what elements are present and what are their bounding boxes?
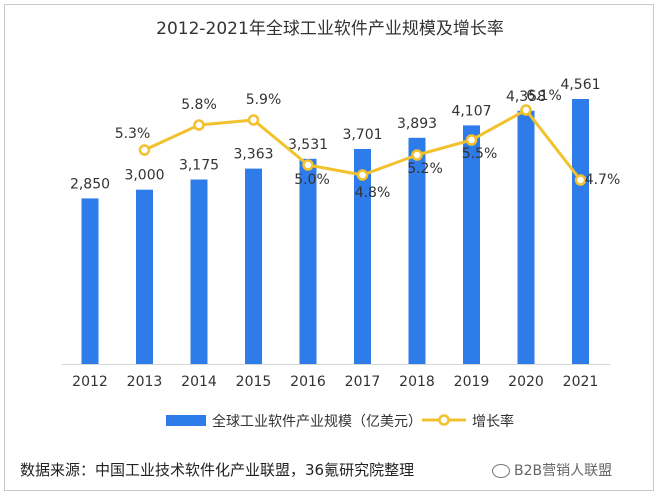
- x-tick-2021: 2021: [563, 374, 599, 390]
- growth-label-2017: 4.8%: [355, 185, 391, 201]
- wechat-icon: [492, 464, 510, 478]
- growth-label-2013: 5.3%: [115, 126, 151, 142]
- x-tick-2015: 2015: [236, 374, 272, 390]
- chart-title: 2012-2021年全球工业软件产业规模及增长率: [156, 19, 504, 39]
- growth-point-2014: [193, 119, 205, 131]
- growth-label-2016: 5.0%: [294, 172, 330, 188]
- chart-frame: [4, 4, 654, 491]
- bar-label-2021: 4,561: [560, 77, 600, 93]
- legend-label-line: 增长率: [472, 413, 514, 430]
- source-note: 数据来源：中国工业技术软件化产业联盟，36氪研究院整理: [20, 461, 415, 479]
- bar-label-2014: 3,175: [179, 158, 219, 174]
- bar-2015: [245, 168, 262, 364]
- x-tick-2013: 2013: [127, 374, 163, 390]
- bar-2012: [81, 198, 99, 364]
- growth-point-2018: [411, 149, 423, 161]
- growth-label-2018: 5.2%: [407, 161, 443, 177]
- growth-point-2021: [574, 174, 587, 186]
- growth-point-2013: [138, 144, 151, 156]
- x-tick-2014: 2014: [181, 374, 217, 390]
- legend-swatch-bars: [166, 415, 206, 426]
- x-tick-2017: 2017: [345, 374, 381, 390]
- bar-label-2018: 3,893: [397, 116, 437, 132]
- growth-label-2020: 6.1%: [526, 88, 562, 104]
- x-tick-2018: 2018: [399, 374, 435, 390]
- bar-2017: [354, 148, 371, 364]
- bar-label-2017: 3,701: [342, 127, 382, 143]
- bar-2020: [517, 110, 535, 365]
- x-tick-2020: 2020: [508, 374, 544, 390]
- bar-2014: [190, 179, 208, 364]
- bar-2016: [299, 158, 317, 364]
- growth-point-2020: [520, 104, 532, 116]
- bar-2018: [408, 137, 426, 364]
- growth-label-2021: 4.7%: [585, 172, 621, 188]
- growth-label-2014: 5.8%: [181, 97, 217, 113]
- bar-2019: [463, 125, 480, 364]
- x-tick-2012: 2012: [72, 374, 108, 390]
- growth-point-2015: [247, 114, 260, 126]
- bar-label-2012: 2,850: [70, 176, 110, 192]
- bar-label-2016: 3,531: [288, 137, 328, 153]
- growth-point-2016: [302, 159, 314, 171]
- bar-label-2013: 3,000: [124, 168, 164, 184]
- bar-label-2020: 4,358: [506, 89, 546, 105]
- x-tick-2019: 2019: [454, 374, 490, 390]
- growth-point-2017: [356, 169, 369, 181]
- watermark-label: B2B营销人联盟: [514, 463, 613, 479]
- x-tick-2016: 2016: [290, 374, 326, 390]
- growth-label-2015: 5.9%: [246, 92, 282, 108]
- bar-label-2019: 4,107: [451, 103, 491, 119]
- watermark: B2B营销人联盟: [492, 460, 612, 480]
- legend-swatch-marker: [438, 414, 450, 426]
- bar-2021: [572, 99, 589, 364]
- bar-2013: [136, 189, 153, 364]
- legend-label-bars: 全球工业软件产业规模（亿美元）: [212, 413, 422, 430]
- growth-point-2019: [465, 134, 478, 146]
- bar-label-2015: 3,363: [233, 147, 273, 163]
- growth-label-2019: 5.5%: [462, 146, 498, 162]
